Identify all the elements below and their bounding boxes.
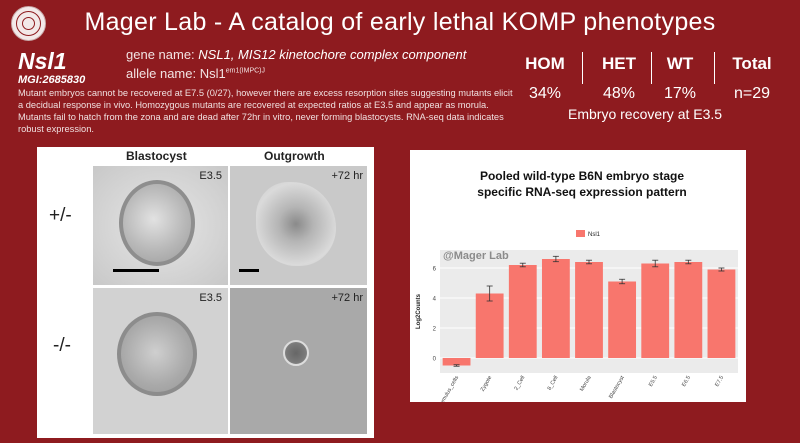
y-tick-label: 4	[433, 297, 437, 303]
x-tick-label: Cumulus_cells	[437, 375, 460, 402]
bar-2_Cell	[508, 265, 537, 358]
scale-bar	[113, 269, 159, 272]
micrograph-het-blastocyst: E3.5	[93, 166, 228, 285]
gene-name-label: gene name:	[126, 47, 199, 62]
x-tick-label: 2_Cell	[514, 375, 527, 392]
column-header-outgrowth: Outgrowth	[264, 149, 325, 163]
embryo	[283, 340, 309, 366]
phenotype-description: Mutant embryos cannot be recovered at E7…	[18, 88, 513, 134]
watermark: @Mager Lab	[443, 250, 509, 262]
bar-Zygote	[475, 293, 504, 358]
stat-label: Total	[732, 54, 772, 73]
stat-wt: WT 17%	[645, 54, 715, 103]
genotype-het-label: +/-	[49, 205, 72, 226]
micrograph-hom-blastocyst: E3.5	[93, 288, 228, 434]
x-tick-label: E5.5	[648, 375, 659, 388]
stage-label: +72 hr	[331, 170, 364, 182]
stat-label: WT	[666, 54, 694, 73]
bar-Morula	[575, 262, 603, 358]
stat-hom: HOM 34%	[510, 54, 580, 103]
embryo	[119, 180, 195, 266]
allele-name-line: allele name: Nsl1em1(IMPC)J	[126, 66, 265, 81]
y-tick-label: 2	[433, 327, 437, 333]
stat-value: 48%	[602, 85, 636, 102]
y-tick-label: 0	[433, 357, 437, 363]
chart-title: Pooled wild-type B6N embryo stage specif…	[477, 169, 687, 199]
outgrowth	[256, 182, 336, 266]
bar-8_Cell	[541, 259, 570, 358]
bar-E5.5	[641, 263, 670, 358]
allele-superscript: em1(IMPC)J	[225, 67, 266, 75]
stat-divider	[582, 52, 583, 84]
bar-E7.5	[707, 269, 736, 358]
stat-value: n=29	[733, 85, 771, 102]
y-tick-label: 6	[433, 267, 437, 273]
stage-label: E3.5	[199, 170, 222, 182]
legend-label: Nsl1	[588, 232, 601, 238]
allele-base: Nsl1	[199, 66, 226, 81]
bar-Blastocyst	[608, 281, 637, 358]
gene-name: NSL1, MIS12 kinetochore complex componen…	[198, 47, 467, 62]
x-tick-label: Morula	[579, 374, 593, 392]
stat-het: HET 48%	[584, 54, 654, 103]
stat-total: Total n=29	[717, 54, 787, 103]
genotype-hom-label: -/-	[53, 335, 71, 356]
mgi-id: MGI:2685830	[18, 74, 86, 86]
bar-Cumulus_cells	[442, 358, 471, 366]
stat-label: HET	[602, 54, 636, 73]
embryo-image-panel: Blastocyst Outgrowth +/- -/- E3.5 +72 hr…	[37, 147, 374, 438]
rna-seq-chart-panel: Pooled wild-type B6N embryo stage specif…	[410, 150, 746, 402]
stat-value: 34%	[528, 85, 562, 102]
micrograph-het-outgrowth: +72 hr	[230, 166, 367, 285]
stat-label: HOM	[525, 54, 565, 73]
bar-E6.5	[674, 262, 703, 358]
gene-symbol: Nsl1	[18, 48, 67, 74]
column-header-blastocyst: Blastocyst	[126, 149, 187, 163]
x-tick-label: E7.5	[714, 375, 725, 388]
x-tick-label: Blastocyst	[608, 375, 626, 400]
y-axis-label: Log2Counts	[416, 293, 422, 329]
university-seal-logo	[11, 6, 46, 41]
page-title: Mager Lab - A catalog of early lethal KO…	[84, 8, 716, 36]
stat-value: 17%	[663, 85, 697, 102]
x-tick-label: 8_Cell	[547, 375, 560, 392]
micrograph-hom-outgrowth: +72 hr	[230, 288, 367, 434]
embryo	[117, 312, 197, 396]
stage-label: +72 hr	[331, 292, 364, 304]
stat-divider	[651, 52, 652, 84]
scale-bar	[239, 269, 259, 272]
rna-seq-bar-chart: 0 2 4 6 Cumulus_cells Zygote 2_Cell 8_Cell Morul…	[416, 230, 738, 402]
stage-label: E3.5	[199, 292, 222, 304]
gene-name-line: gene name: NSL1, MIS12 kinetochore compl…	[126, 47, 466, 62]
recovery-caption: Embryo recovery at E3.5	[568, 106, 723, 122]
legend-swatch	[576, 230, 585, 237]
allele-label: allele name:	[126, 66, 200, 81]
stat-divider	[714, 52, 715, 84]
x-tick-label: Zygote	[480, 375, 494, 393]
x-tick-label: E6.5	[681, 375, 692, 388]
